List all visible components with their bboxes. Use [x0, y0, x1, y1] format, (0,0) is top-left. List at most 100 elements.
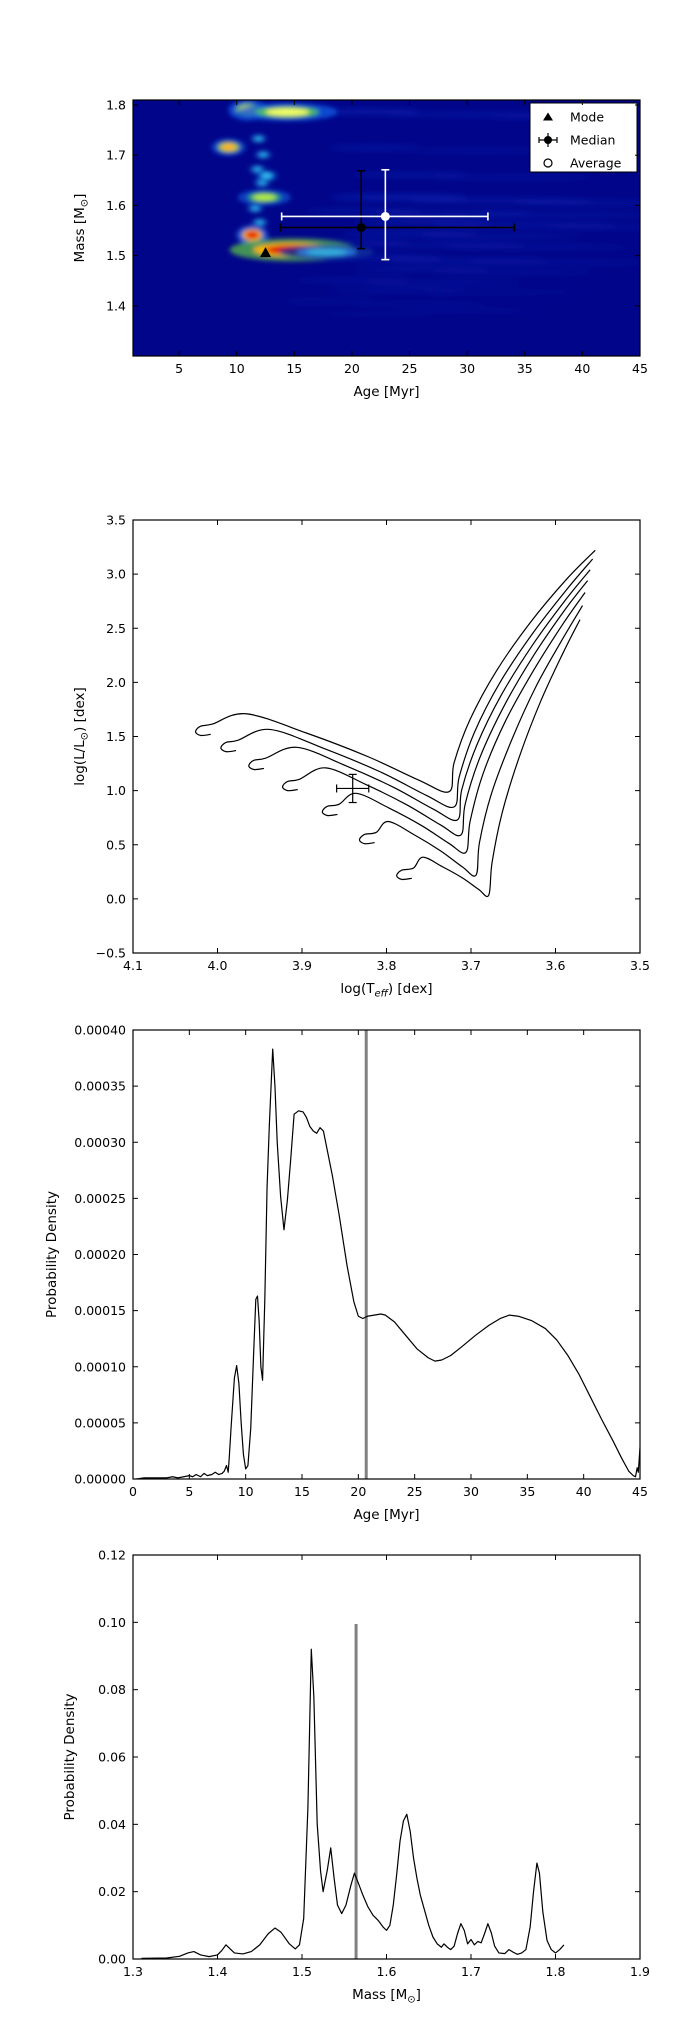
x-tick-label: 5 [175, 361, 183, 376]
y-axis-label: Probability Density [62, 1694, 78, 1821]
x-tick-label: 1.3 [123, 1964, 143, 1979]
hotspot-core [305, 249, 348, 256]
density-streak [444, 245, 629, 250]
x-tick-label: 20 [350, 1484, 366, 1499]
x-tick-label: 4.0 [208, 958, 228, 973]
x-tick-label: 0 [129, 1484, 137, 1499]
y-tick-label: 0.00025 [74, 1191, 126, 1206]
x-tick-label: 15 [286, 361, 302, 376]
density-streak [421, 290, 583, 295]
x-axis-label: Age [Myr] [353, 384, 419, 400]
y-tick-label: 0.00035 [74, 1079, 126, 1094]
evolution-tracks [194, 549, 596, 898]
mass-pdf-plot: 1.3 1.4 1.5 1.6 1.7 1.8 1.9 0.00 0.02 0.04 0.06 0.0… [62, 1548, 650, 2006]
hotspot-core [265, 108, 310, 116]
x-tick-label: 40 [574, 361, 590, 376]
y-tick-label: 2.5 [106, 621, 126, 636]
x-tick-label: 1.8 [546, 1964, 566, 1979]
age-mass-heatmap-plot: Mode Median Average 5 10 15 20 25 30 35 40 45 1.4 1.5… [72, 98, 648, 400]
x-tick-label: 10 [229, 361, 245, 376]
density-streak [282, 299, 375, 304]
hotspot-core [245, 231, 260, 240]
x-tick-label: 3.7 [461, 958, 481, 973]
hotspot-core [258, 180, 267, 185]
hotspot-core [251, 206, 260, 211]
density-streak [478, 212, 640, 217]
x-axis-label: Mass [M⊙] [352, 1987, 421, 2006]
x-tick-label: 40 [576, 1484, 592, 1499]
hotspot-core [253, 167, 262, 172]
axis-ticks [133, 100, 641, 356]
density-streak [305, 208, 422, 213]
y-tick-label: 0.00030 [74, 1135, 126, 1150]
y-tick-label: 0.10 [98, 1615, 126, 1630]
x-tick-label: 1.6 [377, 1964, 397, 1979]
y-tick-label: 1.4 [106, 298, 126, 313]
evolution-track [358, 605, 584, 877]
x-tick-label: 5 [185, 1484, 193, 1499]
y-tick-label: 0.08 [98, 1682, 126, 1697]
y-tick-label: −0.5 [96, 946, 126, 961]
legend-label: Average [570, 156, 622, 171]
y-tick-label: 1.7 [106, 148, 126, 163]
density-streak [432, 270, 594, 275]
density-streak [467, 260, 640, 265]
pdf-curve [136, 1048, 640, 1479]
hotspot-core [254, 136, 263, 141]
density-streak [317, 312, 433, 316]
observed-point-errorbars [336, 773, 370, 804]
axes-spines [132, 519, 641, 954]
y-tick-label: 0.00015 [74, 1303, 126, 1318]
axis-ticks [132, 1029, 641, 1480]
y-tick-label: 0.06 [98, 1750, 126, 1765]
x-tick-label: 10 [238, 1484, 254, 1499]
x-tick-label: 25 [402, 361, 418, 376]
figure-panel-mass-pdf: 1.3 1.4 1.5 1.6 1.7 1.8 1.9 0.00 0.02 0.04 0.06 0.0… [0, 1525, 675, 2025]
average-marker [380, 211, 390, 221]
density-streak [398, 308, 537, 313]
x-tick-label: 1.4 [208, 1964, 228, 1979]
x-tick-label: 45 [632, 1484, 648, 1499]
median-errorbar-icon [538, 133, 558, 147]
median-marker [356, 222, 366, 232]
y-tick-label: 1.6 [106, 198, 126, 213]
density-streak [351, 219, 491, 225]
x-tick-label: 3.9 [292, 958, 312, 973]
y-tick-label: 0.00 [98, 1952, 126, 1967]
hotspot-core [259, 152, 268, 157]
legend-label: Median [570, 133, 615, 148]
mode-marker-triangle [260, 247, 272, 258]
hr-diagram-plot: 4.1 4.0 3.9 3.8 3.7 3.6 3.5 −0.5 0.0 0.5 1.0 1.5 2.0… [72, 513, 650, 1000]
x-tick-label: 4.1 [123, 958, 143, 973]
y-tick-label: 0.00000 [74, 1472, 126, 1487]
axes-spines [132, 1029, 641, 1480]
y-axis-label: log(L/L⊙) [dex] [72, 687, 91, 786]
y-tick-label: 3.5 [106, 513, 126, 528]
density-streak [409, 148, 548, 153]
evolution-track [248, 569, 591, 822]
hotspot-core [255, 220, 264, 225]
y-tick-label: 1.8 [106, 98, 126, 113]
density-streak [294, 278, 410, 283]
y-axis-label: Probability Density [44, 1191, 60, 1318]
age-pdf-plot: 0 5 10 15 20 25 30 35 40 45 0.00000 0.00005 0.00010 0… [44, 1023, 648, 1524]
x-tick-label: 35 [517, 361, 533, 376]
x-tick-label: 1.7 [461, 1964, 481, 1979]
y-tick-label: 3.0 [106, 567, 126, 582]
x-tick-label: 30 [463, 1484, 479, 1499]
average-circle-icon [543, 158, 553, 168]
axis-ticks [132, 519, 641, 954]
y-tick-label: 0.00020 [74, 1247, 126, 1262]
axes-spines [132, 1554, 641, 1960]
density-streak [351, 302, 491, 306]
heatmap-streaks [282, 109, 640, 316]
density-streak [328, 194, 468, 200]
evolution-track [194, 549, 596, 793]
y-tick-label: 0.02 [98, 1884, 126, 1899]
median-errorbars [279, 169, 516, 250]
x-tick-label: 3.6 [546, 958, 566, 973]
x-tick-label: 45 [632, 361, 648, 376]
y-tick-label: 0.12 [98, 1548, 126, 1563]
hotspot-core [261, 173, 272, 179]
